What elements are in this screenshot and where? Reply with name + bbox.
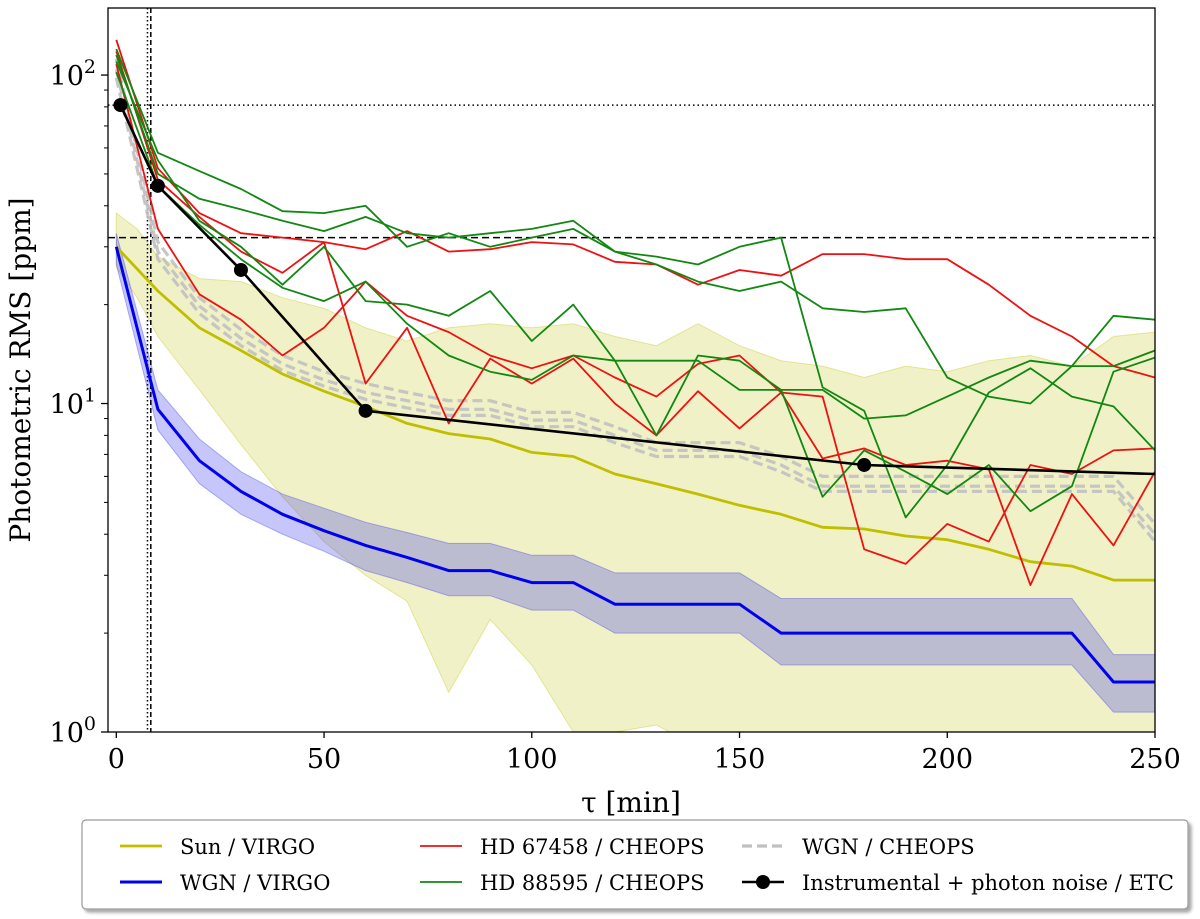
etc-marker-point: [233, 262, 248, 277]
legend-marker: [756, 875, 770, 889]
series-wgn-virgo-4: [114, 246, 1155, 684]
series-hd-88595-cheops-9: [115, 54, 1155, 519]
legend-label: HD 67458 / CHEOPS: [480, 835, 705, 859]
x-tick-label: 100: [506, 744, 558, 775]
etc-markers: [113, 98, 872, 472]
legend: Sun / VIRGO HD 67458 / CHEOPS WGN / CHEOPS…: [81, 819, 1189, 910]
y-axis-ticks: 100 101 102: [50, 56, 108, 749]
x-tick-label: 200: [921, 744, 973, 775]
legend-label: Sun / VIRGO: [180, 835, 315, 859]
legend-entry: Instrumental + photon noise / ETC: [742, 871, 1174, 895]
legend-box: [81, 819, 1189, 910]
band-wgn-virgo: [115, 233, 1155, 713]
x-axis-ticks: 0 50 100 150 200 250: [108, 732, 1181, 775]
y-tick-label: 101: [50, 385, 96, 421]
y-axis-label: Photometric RMS [ppm]: [4, 197, 37, 542]
legend-label: WGN / CHEOPS: [802, 835, 975, 859]
series-hd-67458-cheops-5: [115, 39, 1155, 379]
series-wgn-cheops-1: [114, 69, 1155, 536]
series-wgn-cheops-0: [114, 58, 1155, 525]
x-tick-label: 50: [307, 744, 341, 775]
confidence-bands: [115, 212, 1155, 732]
y-tick-label: 100: [50, 713, 96, 749]
series-hd-88595-cheops-8: [115, 48, 1155, 405]
legend-label: WGN / VIRGO: [180, 871, 330, 895]
etc-marker-point: [857, 457, 872, 472]
series-hd-67458-cheops-7: [115, 51, 1155, 565]
legend-label: Instrumental + photon noise / ETC: [802, 871, 1174, 895]
legend-entry: Sun / VIRGO: [120, 835, 315, 859]
x-axis-label: τ [min]: [581, 786, 681, 819]
etc-marker-point: [150, 178, 165, 193]
legend-entry: HD 67458 / CHEOPS: [420, 835, 705, 859]
x-tick-label: 0: [108, 744, 125, 775]
legend-entry: WGN / CHEOPS: [742, 835, 975, 859]
x-tick-label: 250: [1129, 744, 1181, 775]
x-tick-label: 150: [714, 744, 766, 775]
legend-entry: HD 88595 / CHEOPS: [420, 871, 705, 895]
data-series: [114, 39, 1155, 684]
series-hd-88595-cheops-10: [115, 61, 1155, 437]
y-tick-label: 102: [50, 56, 96, 92]
etc-marker-point: [113, 98, 128, 113]
band-sun-virgo: [115, 212, 1155, 732]
legend-label: HD 88595 / CHEOPS: [480, 871, 705, 895]
etc-marker-point: [358, 403, 373, 418]
series-instrumental-photon-noise-etc-12: [119, 104, 1155, 476]
series-sun-virgo-3: [115, 245, 1155, 582]
plot-frame: [107, 7, 1156, 733]
series-wgn-cheops-2: [114, 77, 1155, 543]
legend-entry: WGN / VIRGO: [120, 871, 330, 895]
